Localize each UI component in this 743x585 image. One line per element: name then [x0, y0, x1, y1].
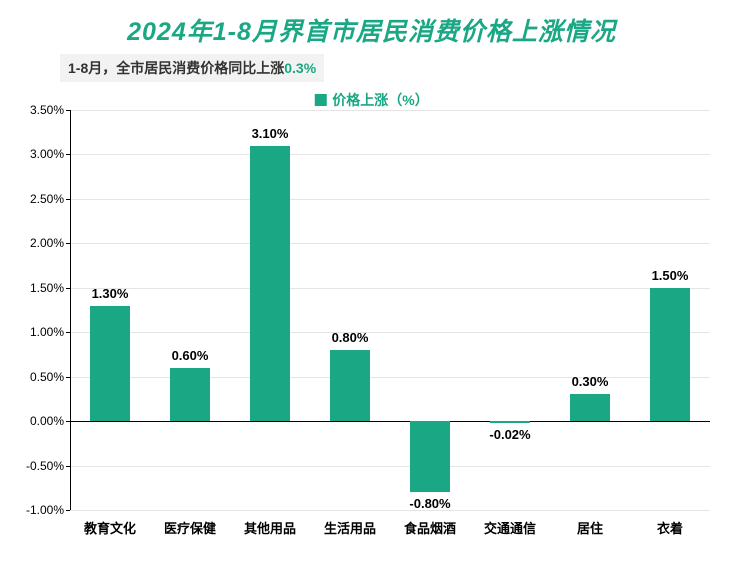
- y-axis: [70, 110, 71, 510]
- x-axis-label: 交通通信: [484, 518, 536, 537]
- gridline: [70, 377, 710, 378]
- bar-value-label: 3.10%: [252, 126, 289, 141]
- bar-value-label: -0.02%: [489, 427, 530, 442]
- chart-container: 2024年1-8月界首市居民消费价格上涨情况 1-8月，全市居民消费价格同比上涨…: [0, 0, 743, 585]
- y-axis-label: 2.50%: [30, 192, 64, 206]
- y-axis-label: 3.50%: [30, 103, 64, 117]
- y-axis-label: -0.50%: [26, 459, 64, 473]
- x-axis-label: 其他用品: [244, 518, 296, 537]
- x-axis-label: 食品烟酒: [404, 518, 456, 537]
- y-tick: [66, 510, 70, 511]
- subtitle-prefix: 1-8月，全市居民消费价格同比上涨: [68, 58, 284, 78]
- x-axis-label: 衣着: [657, 518, 683, 537]
- bar: [650, 288, 690, 421]
- gridline: [70, 510, 710, 511]
- y-axis-label: -1.00%: [26, 503, 64, 517]
- bar-value-label: -0.80%: [409, 496, 450, 511]
- y-axis-label: 0.50%: [30, 370, 64, 384]
- bar: [330, 350, 370, 421]
- subtitle-highlight: 0.3%: [284, 60, 316, 76]
- bar: [410, 421, 450, 492]
- bar: [170, 368, 210, 421]
- y-axis-label: 2.00%: [30, 236, 64, 250]
- y-axis-label: 1.50%: [30, 281, 64, 295]
- y-axis-label: 0.00%: [30, 414, 64, 428]
- bar-value-label: 1.30%: [92, 286, 129, 301]
- gridline: [70, 466, 710, 467]
- bar-value-label: 0.60%: [172, 348, 209, 363]
- gridline: [70, 243, 710, 244]
- subtitle-box: 1-8月，全市居民消费价格同比上涨 0.3%: [60, 54, 324, 82]
- gridline: [70, 332, 710, 333]
- x-axis: [70, 421, 710, 422]
- bar-value-label: 0.80%: [332, 330, 369, 345]
- y-axis-label: 1.00%: [30, 325, 64, 339]
- gridline: [70, 154, 710, 155]
- legend-swatch: [314, 94, 326, 106]
- bar: [250, 146, 290, 422]
- x-axis-label: 教育文化: [84, 518, 136, 537]
- chart-title: 2024年1-8月界首市居民消费价格上涨情况: [0, 0, 743, 48]
- gridline: [70, 199, 710, 200]
- bar: [490, 421, 530, 423]
- legend-label: 价格上涨（%）: [332, 90, 428, 110]
- gridline: [70, 110, 710, 111]
- bar: [90, 306, 130, 422]
- y-axis-label: 3.00%: [30, 147, 64, 161]
- bar-value-label: 0.30%: [572, 374, 609, 389]
- x-axis-label: 医疗保健: [164, 518, 216, 537]
- bar: [570, 394, 610, 421]
- legend: 价格上涨（%）: [314, 90, 428, 110]
- bar-value-label: 1.50%: [652, 268, 689, 283]
- plot-area: -1.00%-0.50%0.00%0.50%1.00%1.50%2.00%2.5…: [70, 110, 710, 510]
- gridline: [70, 288, 710, 289]
- x-axis-label: 居住: [577, 518, 603, 537]
- x-axis-label: 生活用品: [324, 518, 376, 537]
